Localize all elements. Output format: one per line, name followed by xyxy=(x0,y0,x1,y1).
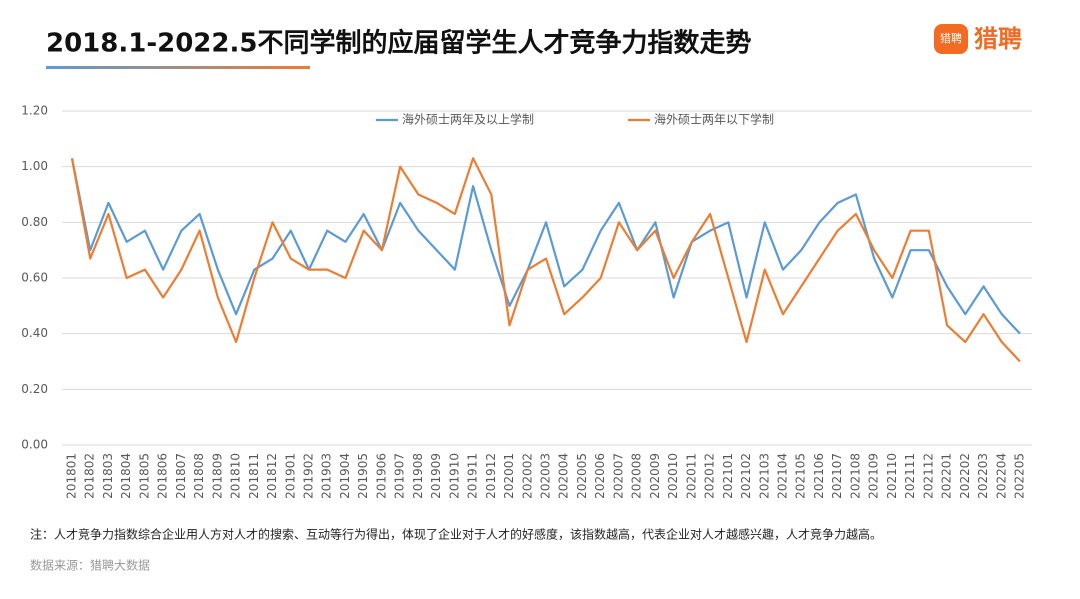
x-tick-label: 202003 xyxy=(539,453,553,499)
x-tick-label: 202010 xyxy=(666,453,680,499)
logo-icon-text: 猎聘 xyxy=(940,31,962,45)
x-tick-label: 202002 xyxy=(520,453,534,499)
x-tick-label: 202006 xyxy=(593,453,607,499)
series-line xyxy=(70,158,1021,335)
x-tick-label: 202205 xyxy=(1013,453,1027,499)
y-tick-label: 0.40 xyxy=(21,326,48,340)
x-tick-label: 202204 xyxy=(994,453,1008,499)
x-tick-label: 201910 xyxy=(447,453,461,499)
x-tick-label: 201809 xyxy=(210,453,224,499)
x-tick-label: 202202 xyxy=(958,453,972,499)
x-tick-label: 202007 xyxy=(611,453,625,499)
x-tick-label: 201906 xyxy=(374,453,388,499)
x-tick-label: 201811 xyxy=(247,453,261,499)
chart-title: 2018.1-2022.5不同学制的应届留学生人才竞争力指数走势 xyxy=(46,28,751,59)
x-tick-label: 201810 xyxy=(229,453,243,499)
title-underline xyxy=(46,66,310,69)
x-tick-label: 202104 xyxy=(776,453,790,499)
x-tick-label: 202011 xyxy=(684,453,698,499)
x-tick-label: 201802 xyxy=(83,453,97,499)
x-tick-label: 202004 xyxy=(557,453,571,499)
x-tick-label: 202103 xyxy=(757,453,771,499)
x-tick-label: 201912 xyxy=(484,453,498,499)
x-tick-label: 201905 xyxy=(356,453,370,499)
x-tick-label: 202112 xyxy=(921,453,935,499)
y-tick-label: 0.20 xyxy=(21,382,48,396)
x-tick-label: 202106 xyxy=(812,453,826,499)
x-tick-label: 202008 xyxy=(630,453,644,499)
x-tick-label: 201803 xyxy=(101,453,115,499)
x-tick-label: 202203 xyxy=(976,453,990,499)
x-tick-label: 201901 xyxy=(283,453,297,499)
x-tick-label: 201804 xyxy=(119,453,133,499)
y-tick-label: 0.00 xyxy=(21,438,48,452)
x-tick-label: 201801 xyxy=(65,453,79,499)
x-tick-label: 202101 xyxy=(721,453,735,499)
series-line xyxy=(70,157,1021,363)
x-tick-label: 201908 xyxy=(411,453,425,499)
x-tick-label: 201909 xyxy=(429,453,443,499)
x-tick-label: 201806 xyxy=(156,453,170,499)
x-tick-label: 202012 xyxy=(703,453,717,499)
x-tick-label: 201812 xyxy=(265,453,279,499)
logo-icon xyxy=(934,24,968,54)
x-tick-label: 202102 xyxy=(739,453,753,499)
y-tick-label: 0.80 xyxy=(21,215,48,229)
x-tick-label: 202110 xyxy=(885,453,899,499)
legend-label: 海外硕士两年及以上学制 xyxy=(402,112,534,127)
x-tick-label: 202201 xyxy=(940,453,954,499)
x-tick-label: 201808 xyxy=(192,453,206,499)
x-tick-label: 201902 xyxy=(302,453,316,499)
x-tick-label: 202108 xyxy=(848,453,862,499)
x-tick-label: 202105 xyxy=(794,453,808,499)
source: 数据来源：猎聘大数据 xyxy=(30,558,150,573)
note: 注：人才竞争力指数综合企业用人方对人才的搜索、互动等行为得出，体现了企业对于人才… xyxy=(30,527,882,542)
y-tick-label: 1.20 xyxy=(21,104,48,118)
x-tick-label: 202001 xyxy=(502,453,516,499)
x-tick-label: 202005 xyxy=(575,453,589,499)
x-tick-label: 202109 xyxy=(867,453,881,499)
y-tick-label: 1.00 xyxy=(21,159,48,173)
x-tick-label: 201805 xyxy=(137,453,151,499)
x-tick-label: 201907 xyxy=(393,453,407,499)
x-tick-label: 202009 xyxy=(648,453,662,499)
legend-label: 海外硕士两年以下学制 xyxy=(654,112,774,127)
x-tick-label: 201911 xyxy=(466,453,480,499)
x-tick-label: 201807 xyxy=(174,453,188,499)
x-tick-label: 202111 xyxy=(903,453,917,499)
y-tick-label: 0.60 xyxy=(21,271,48,285)
x-tick-label: 201904 xyxy=(338,453,352,499)
logo-name: 猎聘 xyxy=(974,25,1022,53)
x-tick-label: 202107 xyxy=(830,453,844,499)
x-tick-label: 201903 xyxy=(320,453,334,499)
